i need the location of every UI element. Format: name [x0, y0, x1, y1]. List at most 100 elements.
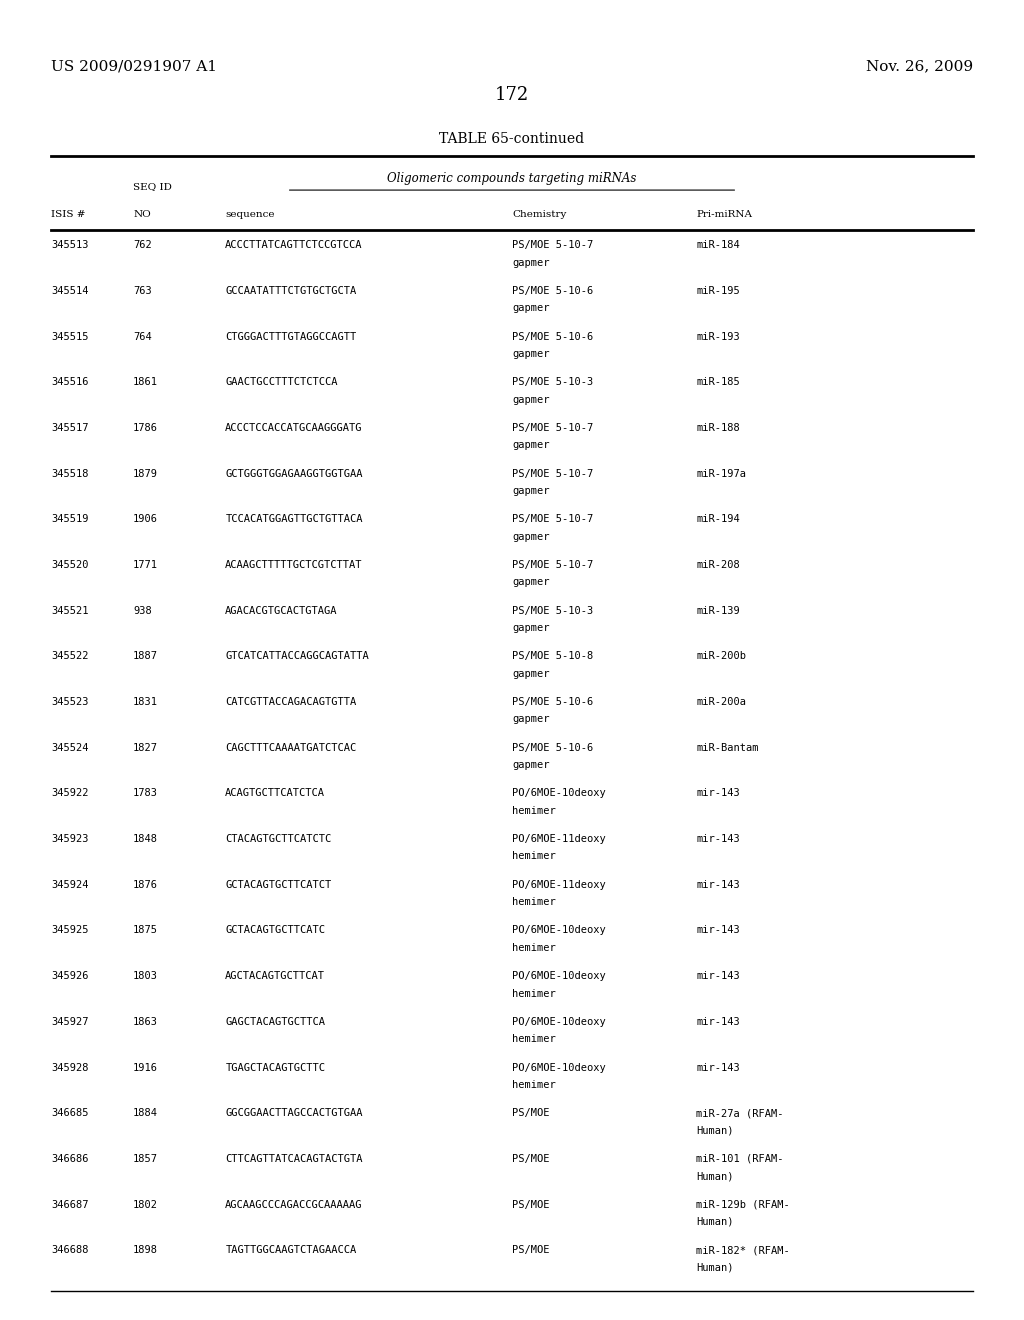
Text: NO: NO: [133, 210, 151, 219]
Text: miR-185: miR-185: [696, 378, 740, 387]
Text: hemimer: hemimer: [512, 805, 556, 816]
Text: hemimer: hemimer: [512, 1080, 556, 1090]
Text: CTACAGTGCTTCATCTC: CTACAGTGCTTCATCTC: [225, 834, 332, 843]
Text: 1827: 1827: [133, 743, 158, 752]
Text: Human): Human): [696, 1126, 734, 1135]
Text: 1857: 1857: [133, 1154, 158, 1164]
Text: 1898: 1898: [133, 1245, 158, 1255]
Text: PO/6MOE-10deoxy: PO/6MOE-10deoxy: [512, 1063, 606, 1073]
Text: PO/6MOE-11deoxy: PO/6MOE-11deoxy: [512, 834, 606, 843]
Text: gapmer: gapmer: [512, 486, 550, 496]
Text: miR-200a: miR-200a: [696, 697, 746, 708]
Text: CTTCAGTTATCACAGTACTGTA: CTTCAGTTATCACAGTACTGTA: [225, 1154, 362, 1164]
Text: 345927: 345927: [51, 1016, 89, 1027]
Text: PO/6MOE-11deoxy: PO/6MOE-11deoxy: [512, 880, 606, 890]
Text: 763: 763: [133, 286, 152, 296]
Text: gapmer: gapmer: [512, 304, 550, 313]
Text: gapmer: gapmer: [512, 257, 550, 268]
Text: miR-194: miR-194: [696, 515, 740, 524]
Text: AGCTACAGTGCTTCAT: AGCTACAGTGCTTCAT: [225, 972, 326, 981]
Text: PS/MOE 5-10-7: PS/MOE 5-10-7: [512, 240, 593, 251]
Text: PS/MOE 5-10-6: PS/MOE 5-10-6: [512, 331, 593, 342]
Text: miR-27a (RFAM-: miR-27a (RFAM-: [696, 1109, 783, 1118]
Text: Human): Human): [696, 1171, 734, 1181]
Text: ISIS #: ISIS #: [51, 210, 86, 219]
Text: gapmer: gapmer: [512, 669, 550, 678]
Text: PS/MOE 5-10-6: PS/MOE 5-10-6: [512, 743, 593, 752]
Text: Human): Human): [696, 1217, 734, 1228]
Text: miR-200b: miR-200b: [696, 651, 746, 661]
Text: GTCATCATTACCAGGCAGTATTA: GTCATCATTACCAGGCAGTATTA: [225, 651, 369, 661]
Text: 345922: 345922: [51, 788, 89, 799]
Text: 1783: 1783: [133, 788, 158, 799]
Text: miR-101 (RFAM-: miR-101 (RFAM-: [696, 1154, 783, 1164]
Text: 1916: 1916: [133, 1063, 158, 1073]
Text: PS/MOE: PS/MOE: [512, 1109, 550, 1118]
Text: mir-143: mir-143: [696, 972, 740, 981]
Text: 345514: 345514: [51, 286, 89, 296]
Text: GCCAATATTTCTGTGCTGCTA: GCCAATATTTCTGTGCTGCTA: [225, 286, 356, 296]
Text: PO/6MOE-10deoxy: PO/6MOE-10deoxy: [512, 1016, 606, 1027]
Text: 1802: 1802: [133, 1200, 158, 1209]
Text: 764: 764: [133, 331, 152, 342]
Text: miR-Bantam: miR-Bantam: [696, 743, 759, 752]
Text: ACCCTCCACCATGCAAGGGATG: ACCCTCCACCATGCAAGGGATG: [225, 422, 362, 433]
Text: 1786: 1786: [133, 422, 158, 433]
Text: PS/MOE 5-10-6: PS/MOE 5-10-6: [512, 286, 593, 296]
Text: 345522: 345522: [51, 651, 89, 661]
Text: 938: 938: [133, 606, 152, 615]
Text: gapmer: gapmer: [512, 441, 550, 450]
Text: GCTGGGTGGAGAAGGTGGTGAA: GCTGGGTGGAGAAGGTGGTGAA: [225, 469, 362, 479]
Text: 762: 762: [133, 240, 152, 251]
Text: 346685: 346685: [51, 1109, 89, 1118]
Text: CAGCTTTCAAAATGATCTCAC: CAGCTTTCAAAATGATCTCAC: [225, 743, 356, 752]
Text: PS/MOE: PS/MOE: [512, 1245, 550, 1255]
Text: miR-193: miR-193: [696, 331, 740, 342]
Text: hemimer: hemimer: [512, 1034, 556, 1044]
Text: Oligomeric compounds targeting miRNAs: Oligomeric compounds targeting miRNAs: [387, 172, 637, 185]
Text: 1848: 1848: [133, 834, 158, 843]
Text: 346687: 346687: [51, 1200, 89, 1209]
Text: CTGGGACTTTGTAGGCCAGTT: CTGGGACTTTGTAGGCCAGTT: [225, 331, 356, 342]
Text: TGAGCTACAGTGCTTC: TGAGCTACAGTGCTTC: [225, 1063, 326, 1073]
Text: PS/MOE 5-10-7: PS/MOE 5-10-7: [512, 469, 593, 479]
Text: mir-143: mir-143: [696, 834, 740, 843]
Text: gapmer: gapmer: [512, 760, 550, 770]
Text: miR-129b (RFAM-: miR-129b (RFAM-: [696, 1200, 791, 1209]
Text: sequence: sequence: [225, 210, 274, 219]
Text: CATCGTTACCAGACAGTGTTA: CATCGTTACCAGACAGTGTTA: [225, 697, 356, 708]
Text: miR-139: miR-139: [696, 606, 740, 615]
Text: 345513: 345513: [51, 240, 89, 251]
Text: mir-143: mir-143: [696, 1063, 740, 1073]
Text: 345517: 345517: [51, 422, 89, 433]
Text: 345519: 345519: [51, 515, 89, 524]
Text: gapmer: gapmer: [512, 623, 550, 634]
Text: AGACACGTGCACTGTAGA: AGACACGTGCACTGTAGA: [225, 606, 338, 615]
Text: miR-197a: miR-197a: [696, 469, 746, 479]
Text: Chemistry: Chemistry: [512, 210, 566, 219]
Text: ACAAGCTTTTTGCTCGTCTTAT: ACAAGCTTTTTGCTCGTCTTAT: [225, 560, 362, 570]
Text: GAGCTACAGTGCTTCA: GAGCTACAGTGCTTCA: [225, 1016, 326, 1027]
Text: mir-143: mir-143: [696, 880, 740, 890]
Text: PS/MOE 5-10-7: PS/MOE 5-10-7: [512, 560, 593, 570]
Text: miR-184: miR-184: [696, 240, 740, 251]
Text: gapmer: gapmer: [512, 577, 550, 587]
Text: Pri-miRNA: Pri-miRNA: [696, 210, 753, 219]
Text: 346688: 346688: [51, 1245, 89, 1255]
Text: miR-208: miR-208: [696, 560, 740, 570]
Text: PS/MOE 5-10-3: PS/MOE 5-10-3: [512, 606, 593, 615]
Text: PS/MOE 5-10-8: PS/MOE 5-10-8: [512, 651, 593, 661]
Text: 345518: 345518: [51, 469, 89, 479]
Text: GCTACAGTGCTTCATC: GCTACAGTGCTTCATC: [225, 925, 326, 936]
Text: mir-143: mir-143: [696, 788, 740, 799]
Text: SEQ ID: SEQ ID: [133, 182, 172, 191]
Text: 345520: 345520: [51, 560, 89, 570]
Text: 345923: 345923: [51, 834, 89, 843]
Text: 1906: 1906: [133, 515, 158, 524]
Text: GGCGGAACTTAGCCACTGTGAA: GGCGGAACTTAGCCACTGTGAA: [225, 1109, 362, 1118]
Text: 345524: 345524: [51, 743, 89, 752]
Text: US 2009/0291907 A1: US 2009/0291907 A1: [51, 59, 217, 74]
Text: 1875: 1875: [133, 925, 158, 936]
Text: 1771: 1771: [133, 560, 158, 570]
Text: Human): Human): [696, 1263, 734, 1272]
